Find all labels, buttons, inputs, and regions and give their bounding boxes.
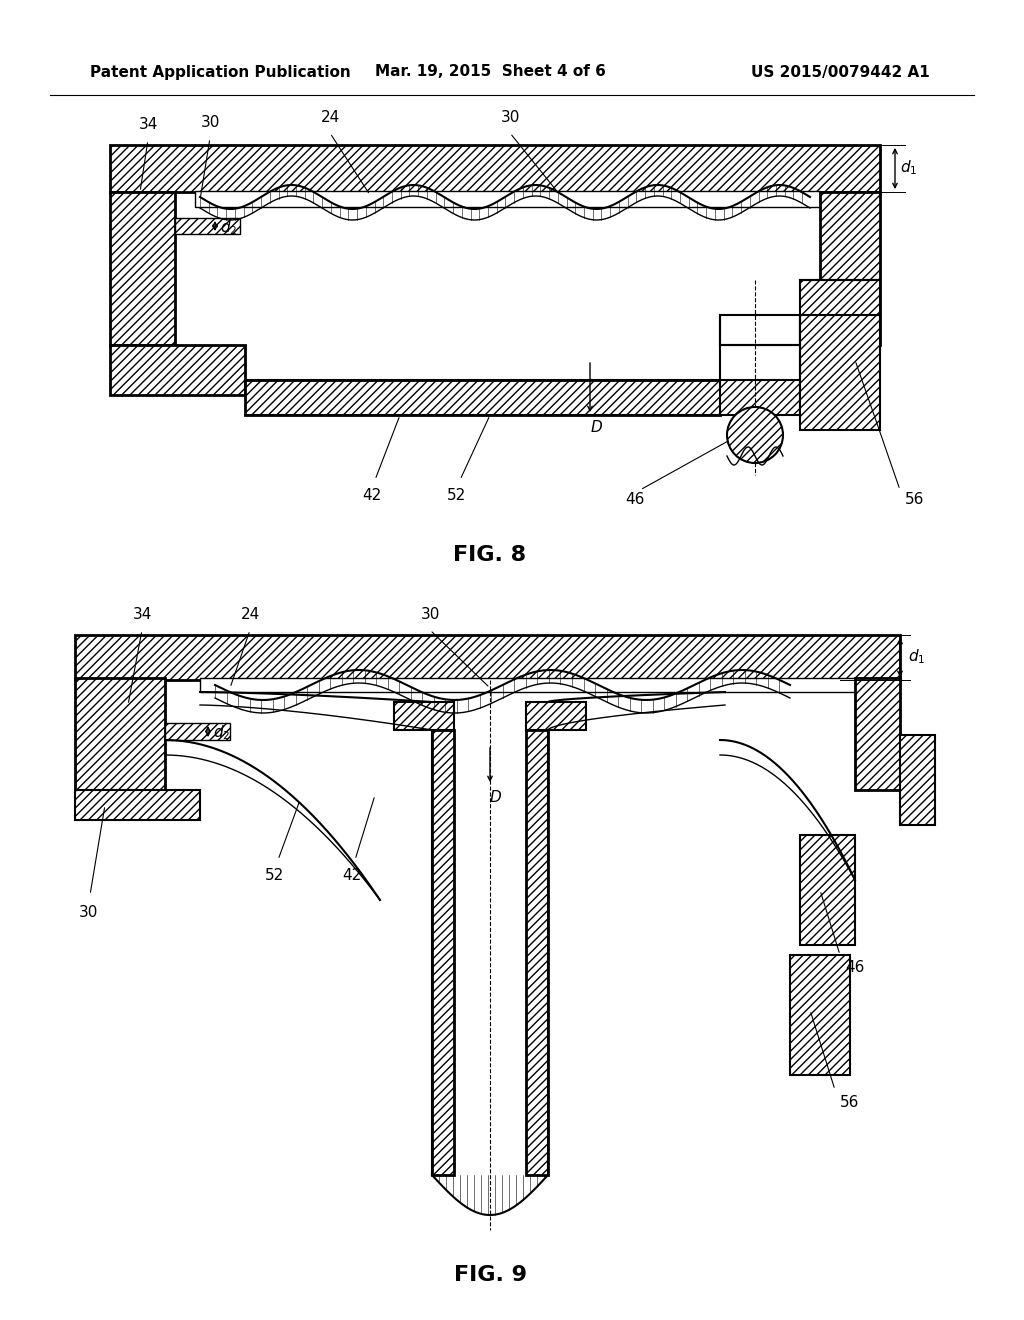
Text: 24: 24: [321, 110, 340, 125]
Text: FIG. 8: FIG. 8: [454, 545, 526, 565]
Polygon shape: [75, 678, 165, 789]
Text: 30: 30: [420, 607, 439, 622]
Polygon shape: [790, 954, 850, 1074]
Text: $d_2$: $d_2$: [213, 723, 230, 742]
Polygon shape: [200, 678, 880, 692]
Polygon shape: [432, 730, 454, 1175]
Text: 56: 56: [905, 492, 925, 507]
Text: 30: 30: [501, 110, 520, 125]
Polygon shape: [195, 191, 820, 207]
Text: 34: 34: [132, 607, 152, 622]
Text: 30: 30: [201, 115, 220, 129]
Polygon shape: [720, 380, 800, 414]
Text: $d_1$: $d_1$: [900, 158, 918, 177]
Text: 46: 46: [845, 960, 864, 975]
Polygon shape: [110, 191, 175, 345]
Text: D: D: [489, 789, 501, 805]
Polygon shape: [526, 730, 548, 1175]
Polygon shape: [526, 702, 586, 730]
Circle shape: [727, 407, 783, 463]
Polygon shape: [110, 145, 880, 191]
Text: FIG. 9: FIG. 9: [454, 1265, 526, 1284]
Text: 34: 34: [138, 117, 158, 132]
Text: 56: 56: [840, 1096, 859, 1110]
Text: Patent Application Publication: Patent Application Publication: [90, 65, 351, 79]
Polygon shape: [855, 678, 900, 789]
Polygon shape: [720, 315, 800, 345]
Text: 42: 42: [342, 869, 361, 883]
Polygon shape: [245, 380, 720, 414]
Text: 30: 30: [78, 906, 97, 920]
Text: 52: 52: [265, 869, 285, 883]
Polygon shape: [110, 345, 245, 395]
Text: 52: 52: [447, 488, 467, 503]
Polygon shape: [75, 789, 200, 820]
Polygon shape: [820, 191, 880, 345]
Polygon shape: [175, 218, 240, 234]
Text: 46: 46: [626, 492, 645, 507]
Polygon shape: [75, 635, 900, 680]
Text: $d_1$: $d_1$: [908, 648, 926, 667]
Text: 24: 24: [241, 607, 260, 622]
Text: US 2015/0079442 A1: US 2015/0079442 A1: [752, 65, 930, 79]
Text: Mar. 19, 2015  Sheet 4 of 6: Mar. 19, 2015 Sheet 4 of 6: [375, 65, 605, 79]
Polygon shape: [800, 836, 855, 945]
Polygon shape: [165, 723, 230, 741]
Polygon shape: [900, 735, 935, 825]
Polygon shape: [800, 280, 880, 430]
Polygon shape: [394, 702, 454, 730]
Text: $d_2$: $d_2$: [220, 219, 238, 238]
Text: D: D: [590, 420, 602, 436]
Text: 42: 42: [362, 488, 382, 503]
